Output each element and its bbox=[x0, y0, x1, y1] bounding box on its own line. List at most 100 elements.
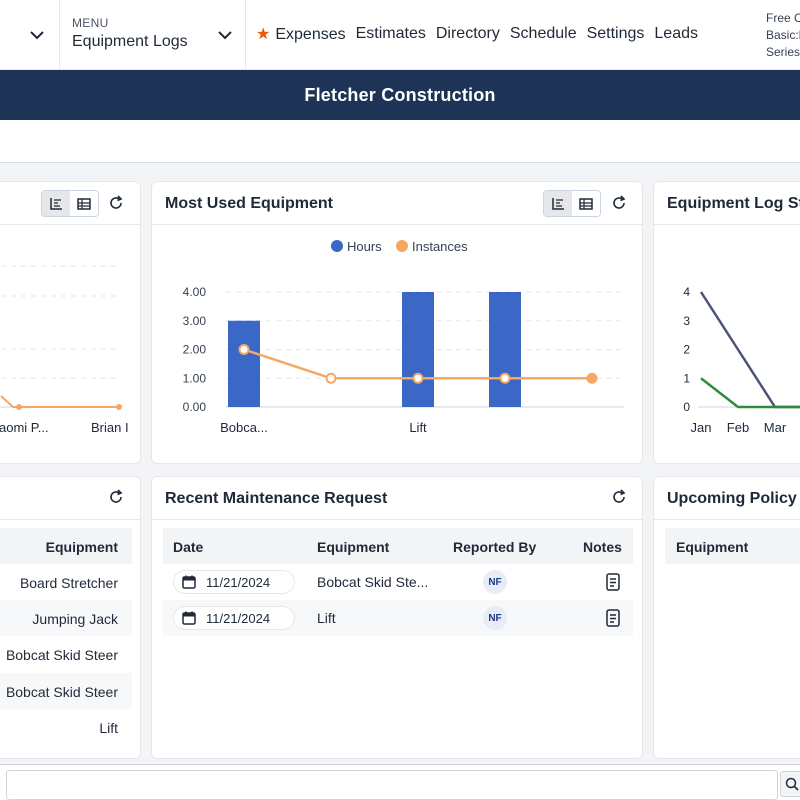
data-point bbox=[16, 404, 22, 410]
card-upcoming-policy: Upcoming Policy I Equipment bbox=[653, 476, 800, 759]
instances-point[interactable] bbox=[412, 372, 424, 384]
nav-link-estimates[interactable]: Estimates bbox=[355, 25, 426, 42]
x-tick-label: aomi P... bbox=[0, 420, 49, 435]
y-tick-label: 4.00 bbox=[183, 285, 207, 299]
x-tick-label: Bobca... bbox=[220, 420, 268, 435]
nav-link-schedule[interactable]: Schedule bbox=[509, 25, 577, 42]
card-header-divider bbox=[654, 519, 800, 520]
card-left-chart: aomi P... Brian I bbox=[0, 181, 141, 464]
column-header-reported-by[interactable]: Reported By bbox=[453, 539, 537, 555]
table-row-band bbox=[0, 600, 132, 636]
calendar-icon bbox=[182, 611, 196, 625]
nav-link-directory[interactable]: Directory bbox=[435, 25, 500, 42]
x-tick-label: Lift bbox=[409, 420, 427, 435]
table-cell-equipment: Bobcat Skid Steer bbox=[5, 647, 118, 663]
notes-icon[interactable] bbox=[606, 609, 620, 632]
x-tick-label: Jan bbox=[691, 420, 712, 435]
card-header-divider bbox=[152, 224, 642, 225]
table-view-button[interactable] bbox=[70, 191, 98, 216]
bar-hours[interactable] bbox=[402, 292, 434, 407]
table-cell-equipment: Lift bbox=[99, 720, 118, 736]
y-tick-label: 3 bbox=[683, 314, 690, 328]
chevron-down-icon[interactable] bbox=[22, 20, 52, 50]
table-view-button[interactable] bbox=[572, 191, 600, 216]
plan-line: Basic:E bbox=[766, 28, 800, 42]
x-tick-label: Mar bbox=[764, 420, 787, 435]
card-title: Most Used Equipment bbox=[165, 195, 334, 212]
column-header-date[interactable]: Date bbox=[173, 539, 204, 555]
refresh-icon[interactable] bbox=[609, 487, 629, 507]
table-icon bbox=[77, 197, 91, 210]
nav-link-leads[interactable]: Leads bbox=[654, 25, 698, 42]
plan-line: Series bbox=[766, 45, 800, 59]
table-cell-equipment: Lift bbox=[317, 610, 336, 626]
view-toggle bbox=[41, 190, 99, 217]
company-name: Fletcher Construction bbox=[304, 84, 496, 105]
nav-link-expenses[interactable]: ★ Expenses bbox=[256, 24, 346, 44]
star-icon: ★ bbox=[256, 26, 271, 43]
avatar: NF bbox=[483, 606, 507, 630]
column-header-notes[interactable]: Notes bbox=[583, 539, 622, 555]
table-cell-equipment: Bobcat Skid Steer bbox=[5, 684, 118, 700]
table-header-row bbox=[0, 528, 132, 564]
y-tick-label: 1 bbox=[683, 371, 690, 385]
legend-label-hours[interactable]: Hours bbox=[347, 239, 382, 254]
instances-point[interactable] bbox=[499, 372, 511, 384]
instances-line bbox=[0, 395, 121, 408]
footer-input[interactable] bbox=[6, 770, 778, 800]
left-chart-svg: aomi P... Brian I bbox=[0, 265, 129, 435]
menu-chevron-down-icon[interactable] bbox=[210, 20, 240, 50]
y-tick-label: 2 bbox=[683, 343, 690, 357]
refresh-icon[interactable] bbox=[106, 487, 126, 507]
y-tick-label: 2.00 bbox=[183, 343, 207, 357]
instances-point[interactable] bbox=[238, 344, 250, 355]
date-value: 11/21/2024 bbox=[206, 610, 271, 626]
view-toggle bbox=[543, 190, 601, 217]
most-used-chart-svg: 4.00 3.00 2.00 1.00 0.00 Bobca... Lift Hours I… bbox=[183, 239, 624, 435]
chart-icon bbox=[552, 197, 564, 210]
table-row-band bbox=[0, 673, 132, 709]
plan-info: Free C Basic:E Series bbox=[766, 10, 800, 61]
chart-view-button[interactable] bbox=[42, 191, 70, 216]
instances-point[interactable] bbox=[325, 372, 337, 384]
card-header-divider bbox=[654, 224, 800, 225]
refresh-icon[interactable] bbox=[106, 193, 126, 213]
x-tick-label: Brian I bbox=[91, 420, 129, 435]
date-pill: 11/21/2024 bbox=[173, 570, 295, 594]
legend-label-instances[interactable]: Instances bbox=[412, 239, 468, 254]
chart-view-button[interactable] bbox=[544, 191, 572, 216]
y-tick-label: 3.00 bbox=[183, 314, 207, 328]
nav-link-settings[interactable]: Settings bbox=[586, 25, 645, 42]
refresh-icon[interactable] bbox=[609, 193, 629, 213]
data-point bbox=[116, 404, 122, 410]
nav-link-label: Expenses bbox=[275, 26, 346, 43]
column-header-equipment[interactable]: Equipment bbox=[45, 539, 118, 555]
table-cell-equipment: Board Stretcher bbox=[19, 575, 118, 591]
card-title: Upcoming Policy I bbox=[667, 490, 800, 507]
x-tick-label: Feb bbox=[727, 420, 749, 435]
bar-hours[interactable] bbox=[489, 292, 521, 407]
y-tick-label: 0 bbox=[683, 400, 690, 414]
column-header-equipment[interactable]: Equipment bbox=[317, 539, 390, 555]
card-header-divider bbox=[152, 519, 642, 520]
nav-divider bbox=[59, 0, 60, 70]
module-menu[interactable]: MENU Equipment Logs bbox=[72, 16, 188, 51]
table-header-row bbox=[163, 528, 633, 564]
log-series-line bbox=[700, 377, 800, 409]
date-value: 11/21/2024 bbox=[206, 574, 271, 590]
table-icon bbox=[579, 197, 593, 210]
instances-point[interactable] bbox=[586, 372, 598, 384]
bar-hours[interactable] bbox=[228, 320, 260, 407]
card-left-table: Equipment Board Stretcher Jumping Jack B… bbox=[0, 476, 141, 759]
nav-divider bbox=[245, 0, 246, 70]
top-navigation-bar: MENU Equipment Logs ★ Expenses Estimates … bbox=[0, 0, 800, 70]
chart-legend: Hours Instances bbox=[331, 239, 468, 254]
table-cell-equipment: Jumping Jack bbox=[32, 611, 118, 627]
search-icon[interactable] bbox=[780, 771, 800, 797]
menu-current-module: Equipment Logs bbox=[72, 33, 188, 50]
company-banner: Fletcher Construction bbox=[0, 70, 800, 120]
column-header-equipment[interactable]: Equipment bbox=[676, 539, 749, 555]
card-title: Equipment Log St bbox=[667, 195, 800, 212]
notes-icon[interactable] bbox=[606, 573, 620, 596]
